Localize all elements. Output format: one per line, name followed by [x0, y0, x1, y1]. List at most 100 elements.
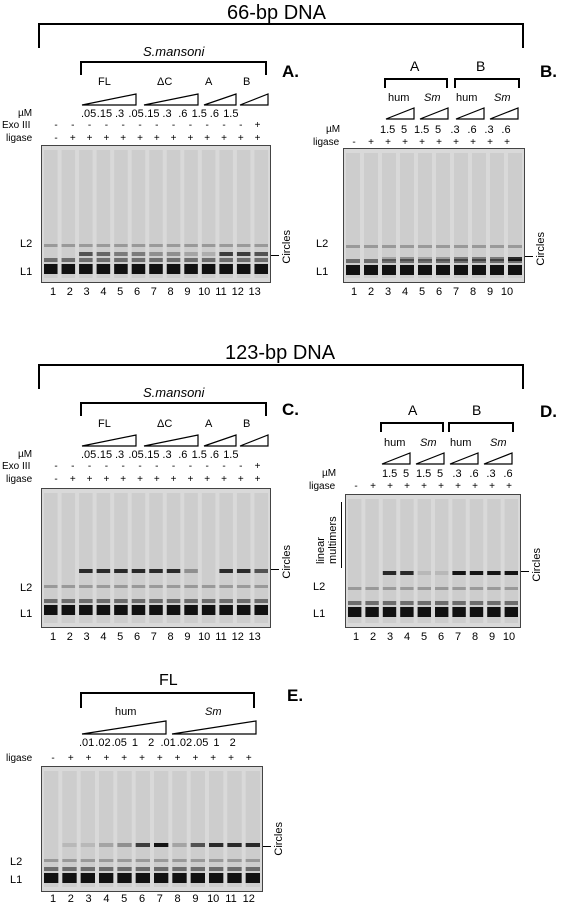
panelA-conc-item: .3	[115, 108, 125, 120]
panelE-lanes-item: 8	[174, 893, 181, 905]
panelA-species-l	[80, 61, 82, 75]
panelE-conc-item: 1	[131, 737, 138, 749]
panelB-conc-item: .3	[484, 124, 494, 136]
panelC-species-l	[80, 402, 82, 416]
panelD-conc-item: .6	[503, 468, 513, 480]
panelD-lig-item: +	[438, 481, 444, 492]
panelB-bar-a	[384, 78, 448, 80]
panelB-lig-item: +	[487, 137, 493, 148]
panelA-lanes-item: 9	[184, 286, 191, 298]
panelC-species: S.mansoni	[143, 385, 205, 400]
panelC-L1: L1	[20, 608, 33, 620]
panelA-a: A	[205, 76, 213, 88]
panelE-lig-item: +	[192, 753, 199, 764]
panelE-bar	[80, 692, 255, 694]
panelD-conc-item: 1.5	[382, 468, 398, 480]
bracket-123bp-top	[38, 364, 524, 366]
panelE-fl: FL	[159, 672, 178, 689]
panelA-row-um: µM	[18, 108, 33, 119]
panel-label-c: C.	[282, 400, 299, 419]
panelC-exo-item: -	[239, 461, 243, 472]
panelB-lanes-item: 7	[452, 286, 460, 298]
panelE-conc-item: .01	[160, 737, 176, 749]
panelA-gradient-wedges	[81, 93, 269, 106]
panelC-exo-item: -	[155, 461, 159, 472]
panelA-lanes-item: 13	[248, 286, 261, 298]
panelC-exo-item: -	[54, 461, 58, 472]
panelD-gradient-wedges	[381, 452, 513, 465]
panelB-conc-item: .3	[450, 124, 460, 136]
panelD-lanes-item: 3	[386, 631, 394, 643]
panelE-lig-item: +	[210, 753, 217, 764]
panel-label-d: D.	[540, 402, 557, 421]
panelD-L1: L1	[313, 608, 326, 620]
panelB-circles: Circles	[535, 232, 547, 266]
panelB-sm2: Sm	[494, 92, 511, 104]
panelD-row-um: µM	[322, 468, 337, 479]
panelD-conc-item: .3	[452, 468, 462, 480]
bracket-66bp-right	[522, 23, 524, 48]
panelB-lanes-item: 4	[401, 286, 409, 298]
panelB-lig-item: +	[419, 137, 425, 148]
panelE-gel	[41, 766, 263, 892]
panelE-circles-tick	[263, 846, 271, 847]
panelE-bar-l	[80, 692, 82, 708]
panelB-bar-b	[454, 78, 520, 80]
panelA-row-exo: Exo III	[2, 120, 31, 131]
panelE-lanes-item: 11	[225, 893, 237, 905]
panelC-lig-item: +	[204, 474, 211, 485]
panelD-conc-item: .6	[469, 468, 479, 480]
panelC-row-um: µM	[18, 449, 33, 460]
panelD-lig-item: +	[404, 481, 410, 492]
panelC-L2: L2	[20, 582, 33, 594]
panelC-fl: FL	[98, 418, 111, 430]
panelE-lig-item: +	[245, 753, 252, 764]
panelE-hum: hum	[115, 706, 137, 718]
panelB-lig-item: +	[385, 137, 391, 148]
panelE-bar-r	[253, 692, 255, 708]
title-123bp: 123-bp DNA	[225, 342, 336, 364]
panelA-conc-item: .05	[128, 108, 144, 120]
panelD-conc-item: 5	[436, 468, 444, 480]
panelD-lig-item: +	[472, 481, 478, 492]
panelB-lig-item: +	[470, 137, 476, 148]
panelC-conc-item: .3	[115, 449, 125, 461]
panelA-conc-item: .05	[81, 108, 97, 120]
panelE-sm: Sm	[205, 706, 222, 718]
panelC-lanes-item: 11	[215, 631, 227, 643]
panelB-row-ligase: ligase	[313, 137, 340, 148]
panelC-a: A	[205, 418, 213, 430]
panelC-lig-item: +	[69, 474, 76, 485]
panelB-lanes-item: 3	[384, 286, 392, 298]
panelD-bar-a-l	[380, 422, 382, 432]
panelC-conc-item: .3	[162, 449, 172, 461]
panelB-circles-tick	[525, 256, 533, 257]
panelC-lig-item: +	[86, 474, 93, 485]
panelE-lanes-item: 6	[138, 893, 146, 905]
panelA-lig-item: +	[86, 133, 93, 144]
panelC-exo-item: -	[121, 461, 125, 472]
panelD-lanes-item: 6	[437, 631, 445, 643]
panelE-lig-item: +	[139, 753, 145, 764]
panelA-lig-item: +	[69, 133, 76, 144]
panelD-row-ligase: ligase	[309, 481, 336, 492]
panelA-lanes-item: 1	[49, 286, 57, 298]
panelC-lanes-item: 12	[231, 631, 244, 643]
panelC-lig-item: +	[221, 474, 227, 485]
panelC-lanes-item: 7	[150, 631, 157, 643]
panelC-dc: ΔC	[157, 418, 173, 430]
panelA-lanes-item: 3	[83, 286, 90, 298]
panelB-gradient-wedges	[385, 107, 519, 120]
panelC-lanes-item: 4	[100, 631, 107, 643]
panelD-circles: Circles	[531, 548, 543, 582]
panelC-conc-item: .6	[209, 449, 219, 461]
panelC-exo-item: -	[104, 461, 109, 472]
panelC-lig-item: -	[54, 474, 58, 485]
panelB-row-um: µM	[326, 124, 341, 135]
panelE-lanes-item: 12	[242, 893, 255, 905]
panelC-lig-item: +	[170, 474, 177, 485]
panelB-gel	[343, 148, 525, 283]
panelA-lanes-item: 2	[66, 286, 73, 298]
bracket-66bp-top	[38, 23, 524, 25]
panelB-lig-item: +	[368, 137, 374, 148]
